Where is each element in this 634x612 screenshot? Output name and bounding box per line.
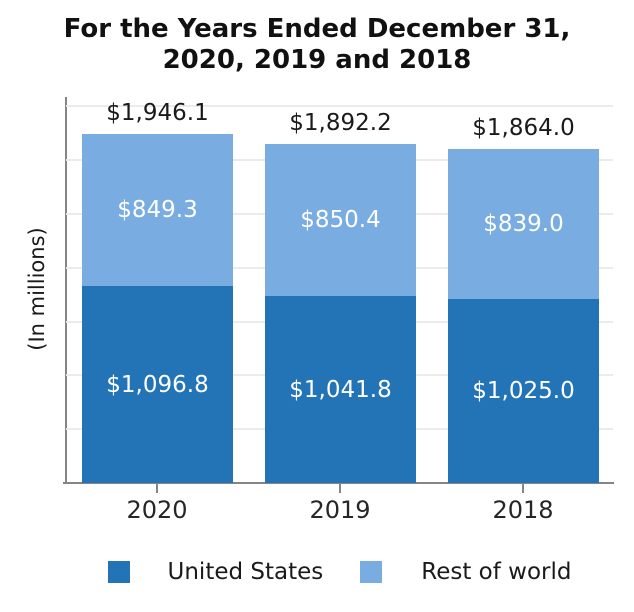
total-label-2019: $1,892.2 — [289, 109, 392, 136]
x-axis-line — [63, 482, 614, 484]
x-axis-label-2019: 2019 — [309, 496, 371, 524]
total-label-2020: $1,946.1 — [106, 99, 209, 126]
legend-swatch-rest-of-world — [360, 561, 383, 583]
segment-value-label: $1,096.8 — [106, 371, 209, 398]
chart-title-line2: 2020, 2019 and 2018 — [162, 45, 472, 75]
bar-group-2020: $1,946.1 $849.3 $1,096.8 — [82, 97, 233, 483]
total-label-2018: $1,864.0 — [472, 114, 575, 141]
segment-united-states-2020: $1,096.8 — [82, 286, 233, 483]
x-tick-2019 — [339, 484, 341, 493]
y-axis-line — [65, 97, 67, 483]
x-axis-label-2018: 2018 — [492, 496, 554, 524]
x-axis-label-2020: 2020 — [126, 496, 188, 524]
gridline — [66, 105, 613, 108]
bar-stack-2018: $839.0 $1,025.0 — [448, 148, 599, 483]
legend-label-united-states: United States — [167, 559, 324, 585]
legend: United States Rest of world — [66, 559, 613, 585]
segment-united-states-2018: $1,025.0 — [448, 299, 599, 483]
segment-value-label: $850.4 — [300, 206, 381, 233]
segment-value-label: $1,041.8 — [289, 376, 392, 403]
bar-stack-2020: $849.3 $1,096.8 — [82, 134, 233, 483]
bar-group-2019: $1,892.2 $850.4 $1,041.8 — [265, 97, 416, 483]
chart-title-line1: For the Years Ended December 31, — [63, 14, 571, 44]
x-tick-2018 — [522, 484, 524, 493]
plot-area: $1,946.1 $849.3 $1,096.8 $1,892.2 $850.4… — [66, 97, 613, 483]
chart-title: For the Years Ended December 31, 2020, 2… — [0, 14, 634, 76]
segment-rest-of-world-2019: $850.4 — [265, 143, 416, 297]
segment-rest-of-world-2020: $849.3 — [82, 134, 233, 287]
segment-rest-of-world-2018: $839.0 — [448, 148, 599, 300]
bar-group-2018: $1,864.0 $839.0 $1,025.0 — [448, 97, 599, 483]
y-axis-label: (In millions) — [25, 227, 49, 351]
bar-stack-2019: $850.4 $1,041.8 — [265, 143, 416, 483]
x-tick-2020 — [156, 484, 158, 493]
segment-united-states-2019: $1,041.8 — [265, 296, 416, 483]
segment-value-label: $839.0 — [483, 210, 564, 237]
segment-value-label: $849.3 — [117, 197, 198, 224]
legend-swatch-united-states — [107, 561, 130, 583]
segment-value-label: $1,025.0 — [472, 378, 575, 405]
legend-label-rest-of-world: Rest of world — [421, 559, 572, 585]
